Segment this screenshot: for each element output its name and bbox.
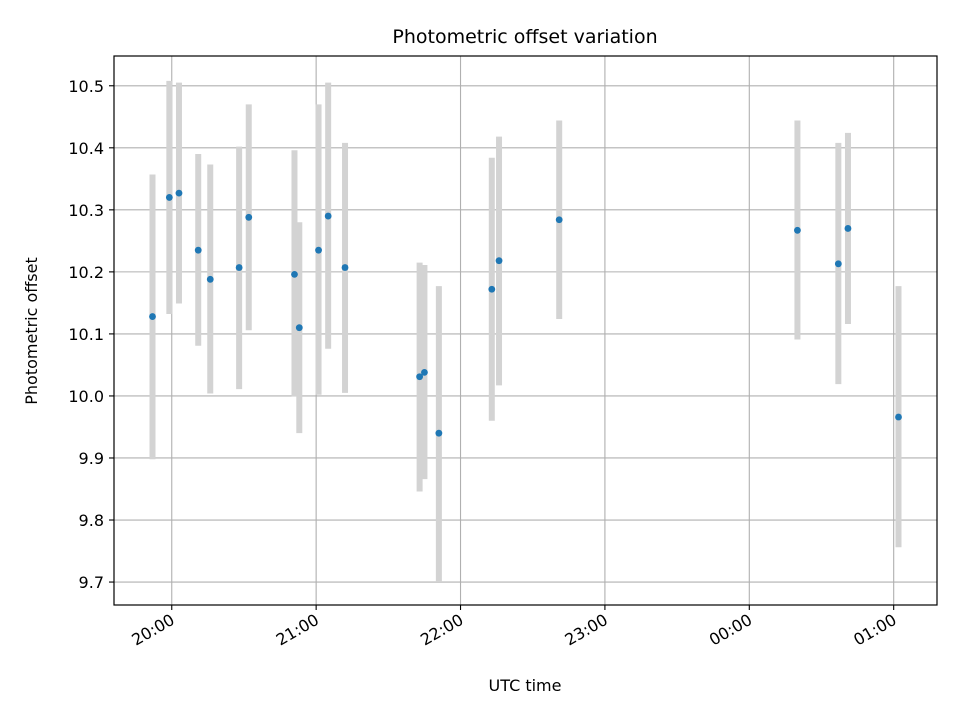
data-point: [149, 313, 156, 320]
data-point: [555, 216, 563, 224]
data-point: [895, 413, 902, 421]
data-point: [341, 264, 349, 271]
y-tick-label: 10.5: [68, 77, 104, 96]
data-point: [421, 368, 428, 376]
y-tick-label: 9.7: [79, 573, 104, 592]
data-point: [834, 260, 842, 268]
x-axis-label: UTC time: [489, 676, 562, 695]
y-tick-label: 9.9: [79, 449, 104, 468]
data-point: [435, 429, 443, 437]
data-point: [495, 257, 503, 265]
chart-title: Photometric offset variation: [392, 26, 657, 48]
data-point: [206, 275, 214, 283]
y-tick-label: 10.4: [68, 139, 104, 158]
data-point: [291, 270, 298, 278]
data-point: [324, 212, 332, 220]
data-point: [488, 285, 496, 293]
y-tick-label: 9.8: [79, 511, 104, 530]
data-point: [794, 226, 801, 234]
data-point: [165, 194, 173, 201]
y-tick-label: 10.1: [68, 325, 104, 344]
y-tick-label: 10.0: [68, 387, 104, 406]
data-point: [295, 324, 303, 332]
y-axis-ticks: 9.7 9.8 9.9 10.0 10.1 10.2 10.3 10.4 10.5: [68, 77, 114, 592]
y-tick-label: 10.2: [68, 263, 104, 282]
data-point: [235, 264, 243, 271]
y-tick-label: 10.3: [68, 201, 104, 220]
data-point: [194, 246, 202, 254]
plot-frame: [113, 55, 938, 606]
data-point: [245, 213, 253, 221]
data-point: [175, 189, 183, 197]
data-point: [416, 373, 424, 381]
data-point: [315, 246, 322, 254]
y-axis-label: Photometric offset: [22, 257, 41, 405]
data-points: [149, 189, 902, 437]
data-point: [844, 225, 852, 232]
